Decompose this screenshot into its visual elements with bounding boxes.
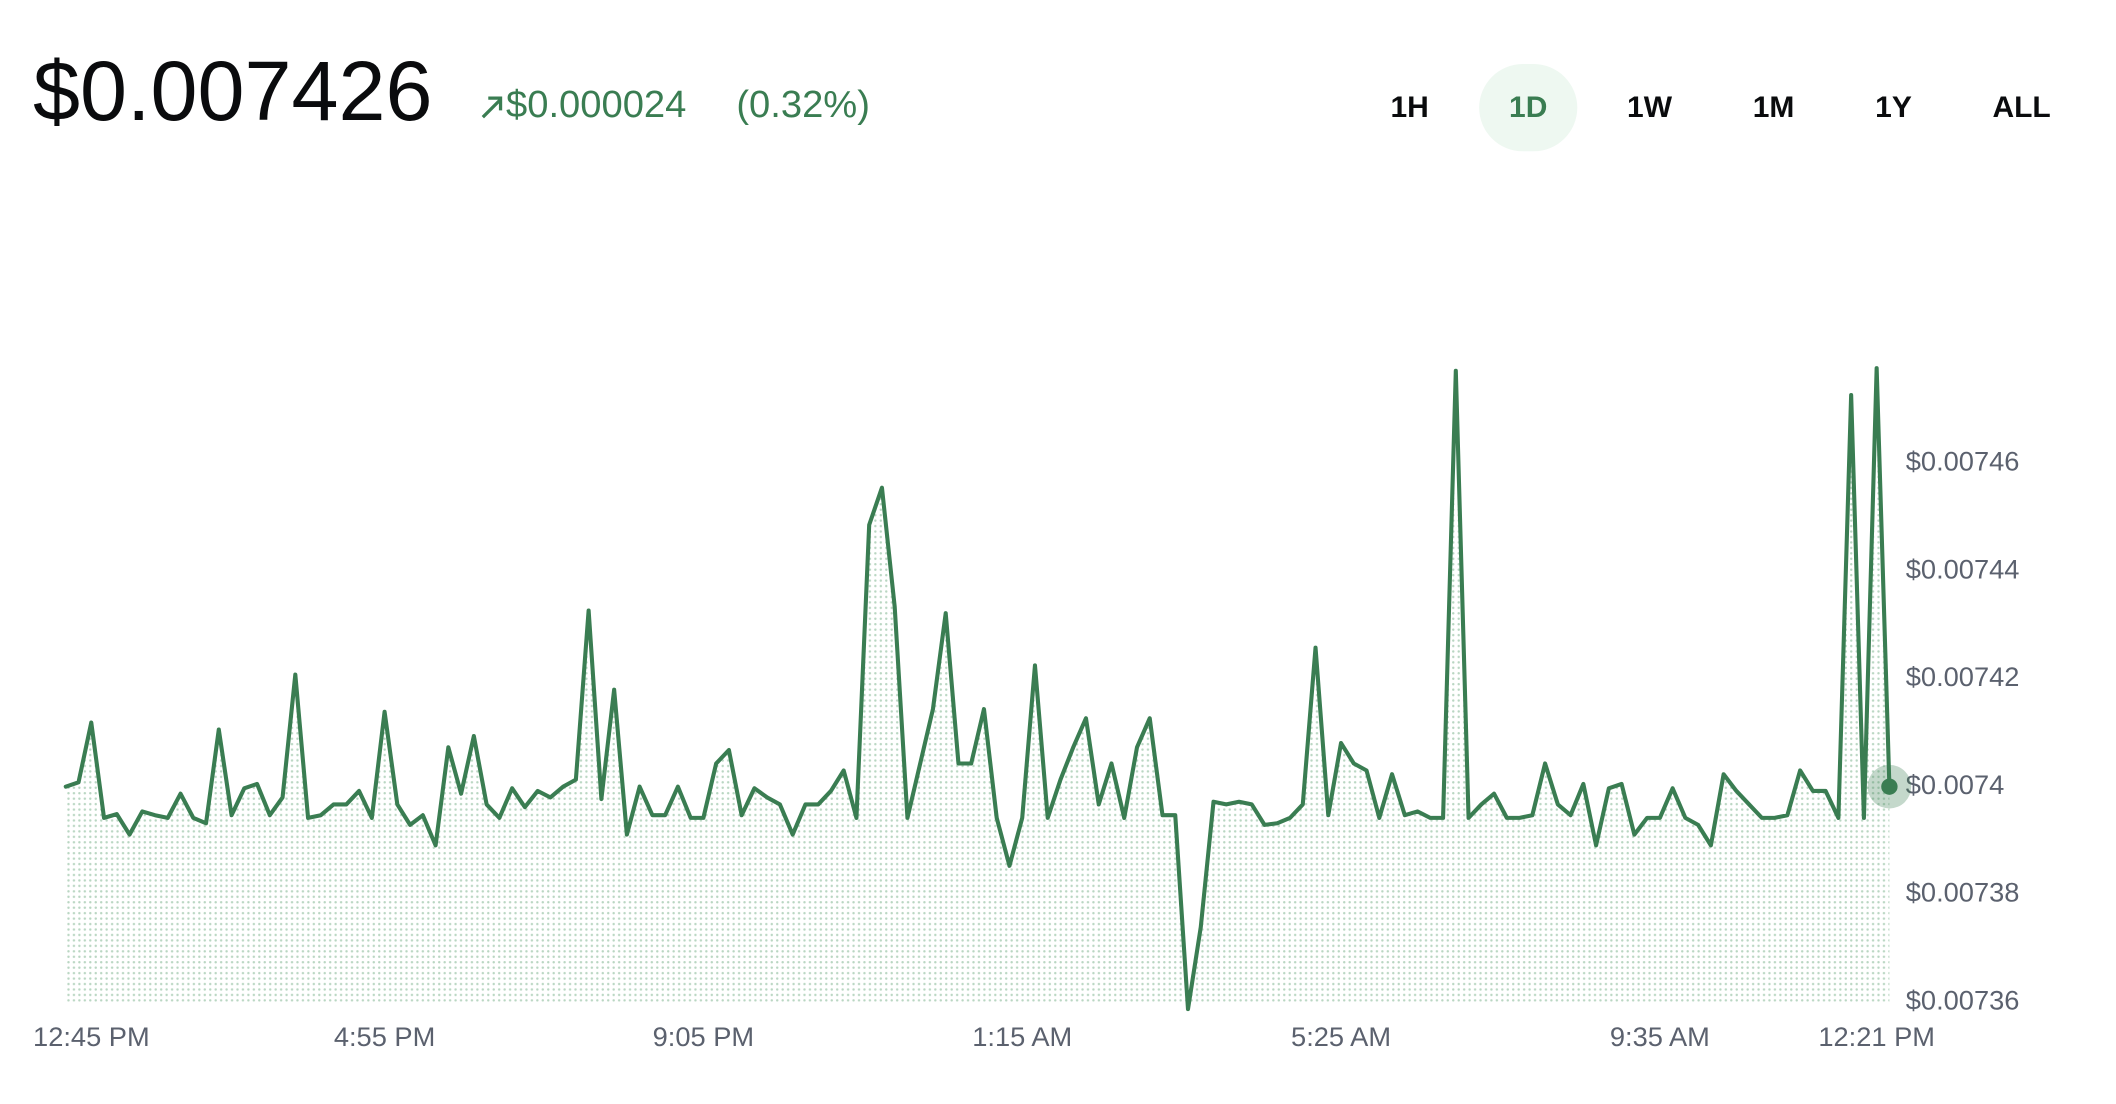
y-tick-label: $0.00746 — [1906, 446, 2020, 477]
range-button[interactable]: 1H — [1390, 91, 1428, 124]
range-button-label[interactable]: 1M — [1753, 91, 1795, 124]
up-arrow-icon — [481, 96, 503, 119]
range-button-label[interactable]: ALL — [1992, 91, 2050, 124]
range-button[interactable]: 1D — [1479, 64, 1578, 152]
x-tick-label: 4:55 PM — [334, 1021, 435, 1052]
range-button[interactable]: 1W — [1627, 91, 1673, 124]
x-tick-label: 1:15 AM — [972, 1021, 1072, 1052]
plot-area: $0.00736 $0.00738 $0.0074 $0.00742 $0.00744 $… — [33, 366, 2020, 1052]
range-button[interactable]: 1Y — [1875, 91, 1912, 124]
x-tick-label: 12:45 PM — [33, 1021, 150, 1052]
range-button-label[interactable]: 1W — [1627, 91, 1673, 124]
range-button-label[interactable]: 1Y — [1875, 91, 1912, 124]
x-tick-label: 5:25 AM — [1291, 1021, 1391, 1052]
range-button[interactable]: ALL — [1992, 91, 2050, 124]
x-tick-label: 9:35 AM — [1610, 1021, 1710, 1052]
range-button-label[interactable]: 1H — [1390, 91, 1428, 124]
price-change: $0.000024 — [506, 83, 686, 126]
y-tick-label: $0.00744 — [1906, 553, 2020, 584]
end-marker — [1881, 778, 1898, 795]
y-tick-label: $0.00738 — [1906, 877, 2020, 908]
y-tick-label: $0.0074 — [1906, 769, 2005, 800]
price: $0.007426 — [33, 44, 432, 138]
range-button[interactable]: 1M — [1753, 91, 1795, 124]
range-button-label[interactable]: 1D — [1509, 91, 1547, 124]
range-selector: 1H 1D 1W 1M 1Y ALL — [1390, 64, 2051, 152]
price-line — [63, 366, 1892, 1012]
price-change-percent: (0.32%) — [736, 83, 870, 126]
y-tick-label: $0.00736 — [1906, 984, 2020, 1015]
y-tick-label: $0.00742 — [1906, 661, 2020, 692]
x-tick-label: 12:21 PM — [1818, 1021, 1935, 1052]
area-fill — [65, 368, 1890, 1010]
x-tick-label: 9:05 PM — [653, 1021, 754, 1052]
range-button-bg[interactable] — [1479, 64, 1578, 152]
